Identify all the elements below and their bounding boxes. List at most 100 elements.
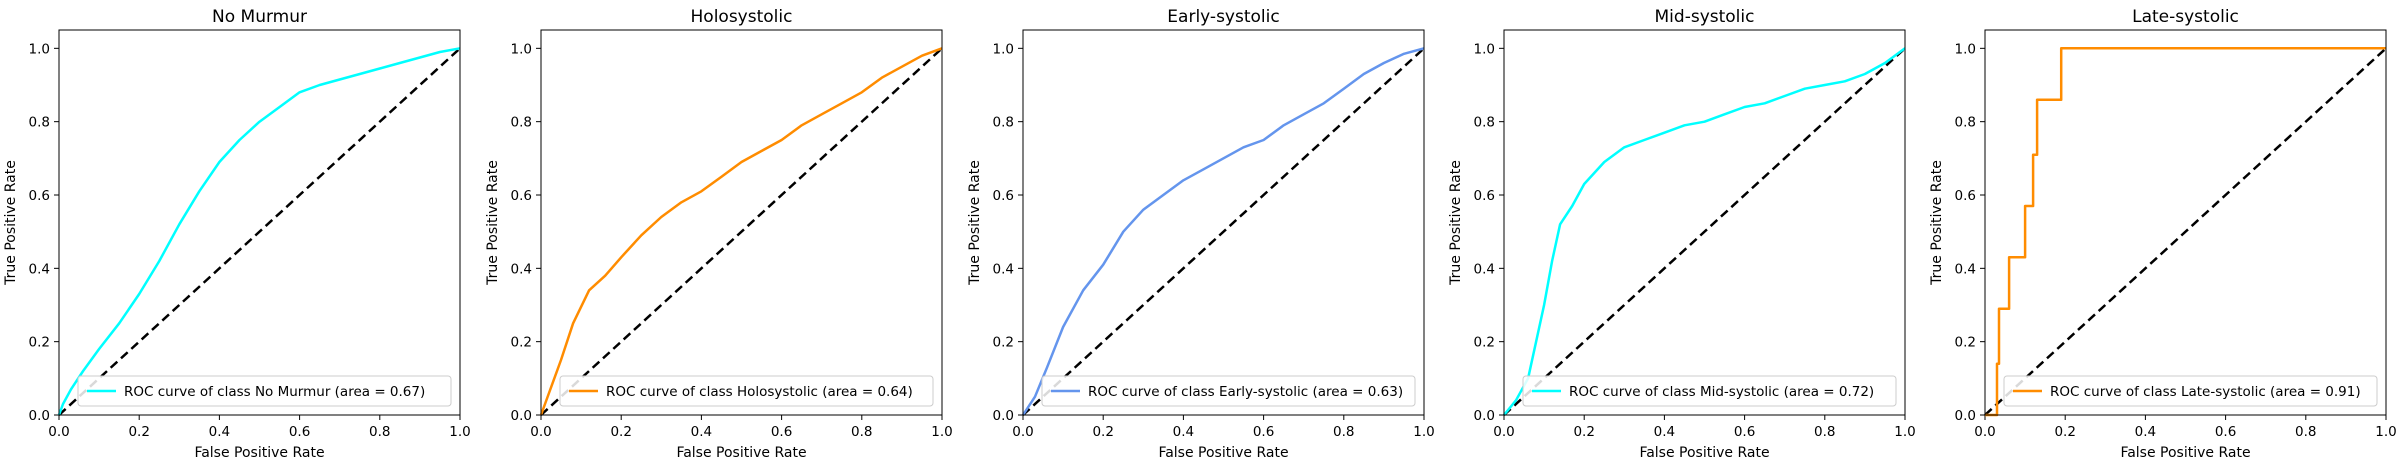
legend-label: ROC curve of class Holosystolic (area = … <box>606 384 913 400</box>
x-tick-label: 0.4 <box>1173 424 1194 440</box>
x-tick-label: 0.2 <box>1092 424 1113 440</box>
legend-box <box>1522 375 1897 407</box>
y-tick-label: 0.6 <box>1955 188 1976 204</box>
x-axis-label: False Positive Rate <box>194 445 324 461</box>
y-axis-label: True Positive Rate <box>967 160 983 286</box>
y-tick-label: 0.6 <box>993 188 1014 204</box>
x-tick-label: 0.0 <box>48 424 69 440</box>
plot-area <box>59 30 460 415</box>
x-tick-label: 0.6 <box>771 424 792 440</box>
y-tick-label: 0.4 <box>1955 261 1976 277</box>
legend-box <box>1041 375 1416 407</box>
x-tick-label: 1.0 <box>2375 424 2396 440</box>
y-tick-label: 0.8 <box>1955 115 1976 131</box>
x-tick-label: 1.0 <box>1413 424 1434 440</box>
y-tick-label: 0.2 <box>1955 335 1976 351</box>
chart-title: Late-systolic <box>2132 7 2239 27</box>
chart-panel-5: 0.00.0 0.2 0.2 0.4 0.4 0.6 0.6 0.8 0.8 1.0 1.0 Late… <box>1929 7 2397 461</box>
y-tick-label: 1.0 <box>1955 41 1976 57</box>
x-tick-label: 0.8 <box>1333 424 1354 440</box>
roc-curve-line <box>1021 47 1425 416</box>
x-axis-label: False Positive Rate <box>1639 445 1769 461</box>
legend-box <box>559 375 934 407</box>
y-tick-label: 1.0 <box>511 41 532 57</box>
x-tick-label: 1.0 <box>931 424 952 440</box>
x-tick-label: 0.4 <box>2135 424 2156 440</box>
x-tick-label: 1.0 <box>1894 424 1915 440</box>
chart-panel-4: 0.00.0 0.2 0.2 0.4 0.4 0.6 0.6 0.8 0.8 1.0 1.0 Mid-… <box>1448 7 1916 461</box>
y-tick-label: 0.8 <box>511 115 532 131</box>
y-tick-label: 0.2 <box>993 335 1014 351</box>
x-tick-label: 0.0 <box>1493 424 1514 440</box>
diagonal-reference-line <box>1984 47 2387 416</box>
plot-area <box>1504 30 1905 415</box>
diagonal-reference-line <box>540 47 943 416</box>
x-axis-label: False Positive Rate <box>1158 445 1288 461</box>
y-tick-label: 0.4 <box>1474 261 1495 277</box>
y-tick-label: 1.0 <box>1474 41 1495 57</box>
chart-panel-3: 0.00.0 0.2 0.2 0.4 0.4 0.6 0.6 0.8 0.8 1.0 1.0 Earl… <box>967 7 1435 461</box>
y-tick-label: 0.2 <box>511 335 532 351</box>
x-tick-label: 0.6 <box>1734 424 1755 440</box>
x-tick-label: 1.0 <box>449 424 470 440</box>
x-axis-label: False Positive Rate <box>676 445 806 461</box>
x-tick-label: 0.8 <box>369 424 390 440</box>
y-tick-label: 0.0 <box>1955 408 1976 424</box>
roc-curve-line <box>1503 47 1906 416</box>
y-tick-label: 0.8 <box>993 115 1014 131</box>
legend-label: ROC curve of class Early-systolic (area … <box>1088 384 1403 400</box>
y-tick-label: 0.2 <box>29 335 50 351</box>
y-tick-label: 0.0 <box>1474 408 1495 424</box>
diagonal-reference-line <box>1022 47 1425 416</box>
y-tick-label: 0.2 <box>1474 335 1495 351</box>
chart-title: Holosystolic <box>691 7 793 27</box>
y-tick-label: 0.6 <box>1474 188 1495 204</box>
x-tick-label: 0.4 <box>691 424 712 440</box>
x-tick-label: 0.4 <box>209 424 230 440</box>
diagonal-reference-line <box>58 47 461 416</box>
y-axis-label: True Positive Rate <box>485 160 501 286</box>
x-tick-label: 0.8 <box>851 424 872 440</box>
y-tick-label: 0.8 <box>29 115 50 131</box>
x-tick-label: 0.0 <box>530 424 551 440</box>
x-tick-label: 0.2 <box>128 424 149 440</box>
y-axis-label: True Positive Rate <box>1448 160 1464 286</box>
y-tick-label: 0.0 <box>993 408 1014 424</box>
x-axis-label: False Positive Rate <box>2120 445 2250 461</box>
axes-frame <box>1984 29 2387 416</box>
x-tick-label: 0.0 <box>1974 424 1995 440</box>
chart-title: Early-systolic <box>1167 7 1279 27</box>
x-tick-label: 0.8 <box>2295 424 2316 440</box>
x-tick-label: 0.8 <box>1814 424 1835 440</box>
chart-panel-2: 0.00.0 0.2 0.2 0.4 0.4 0.6 0.6 0.8 0.8 1.0 1.0 Holo… <box>485 7 953 461</box>
chart-title: No Murmur <box>212 7 307 27</box>
axes-frame <box>540 29 943 416</box>
y-tick-label: 0.4 <box>993 261 1014 277</box>
y-tick-label: 0.0 <box>511 408 532 424</box>
axes-frame <box>1022 29 1425 416</box>
y-tick-label: 0.6 <box>511 188 532 204</box>
x-tick-label: 0.6 <box>2215 424 2236 440</box>
x-tick-label: 0.2 <box>610 424 631 440</box>
axes-frame <box>58 29 461 416</box>
y-tick-label: 0.0 <box>29 408 50 424</box>
y-axis-label: True Positive Rate <box>1929 160 1945 286</box>
y-axis-label: True Positive Rate <box>3 160 19 286</box>
plot-area <box>1985 30 2386 415</box>
legend-box <box>2003 375 2378 407</box>
y-tick-label: 0.6 <box>29 188 50 204</box>
x-tick-label: 0.0 <box>1012 424 1033 440</box>
x-tick-label: 0.6 <box>1253 424 1274 440</box>
x-tick-label: 0.6 <box>289 424 310 440</box>
legend-box <box>77 375 452 407</box>
chart-title: Mid-systolic <box>1655 7 1755 27</box>
y-tick-label: 0.8 <box>1474 115 1495 131</box>
diagonal-reference-line <box>1503 47 1906 416</box>
legend-label: ROC curve of class No Murmur (area = 0.6… <box>124 384 425 400</box>
legend-label: ROC curve of class Late-systolic (area =… <box>2050 384 2361 400</box>
y-tick-label: 1.0 <box>29 41 50 57</box>
axes-frame <box>1503 29 1906 416</box>
x-tick-label: 0.2 <box>2054 424 2075 440</box>
x-tick-label: 0.2 <box>1573 424 1594 440</box>
